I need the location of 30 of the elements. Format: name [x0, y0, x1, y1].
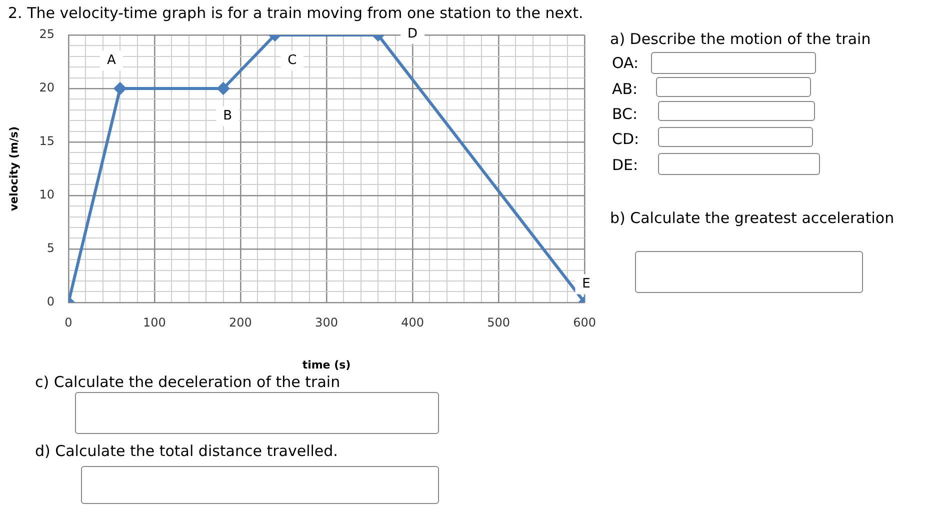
text: d) Calculate the total distance travelled. [35, 441, 339, 462]
x-tick-label: 200 [229, 316, 252, 330]
text: AB: [612, 79, 639, 100]
y-tick-label: 10 [39, 188, 54, 202]
x-tick-label: 400 [401, 316, 424, 330]
text: a) Describe the motion of the train [610, 29, 872, 50]
y-tick-label: 0 [46, 294, 54, 309]
y-tick-label: 25 [39, 27, 54, 42]
annotation: C [288, 53, 297, 68]
y-tick-label: 5 [46, 241, 54, 256]
text: BC: [612, 104, 639, 125]
annotation: B [223, 108, 232, 124]
y-tick-label: 20 [39, 80, 54, 95]
text: CD: [612, 129, 640, 150]
annotation: E [582, 276, 590, 292]
text: DE: [612, 155, 640, 176]
y-tick-label: 15 [39, 134, 54, 148]
x-axis-title: time (s) [302, 358, 351, 372]
x-tick-label: 300 [315, 316, 338, 330]
annotation: D [408, 26, 418, 42]
y-axis-title: velocity (m/s) [7, 126, 20, 211]
text: c) Calculate the deceleration of the train [35, 372, 342, 393]
x-tick-label: 500 [487, 316, 510, 330]
x-tick-label: 600 [573, 316, 596, 330]
text: b) Calculate the greatest acceleration [610, 208, 896, 229]
x-tick-label: 100 [143, 316, 166, 330]
text: OA: [612, 53, 640, 74]
chart-title: 2. The velocity-time graph is for a train moving from one station to the next. [8, 4, 584, 22]
annotation: A [107, 53, 116, 68]
x-tick-label: 0 [64, 316, 72, 330]
